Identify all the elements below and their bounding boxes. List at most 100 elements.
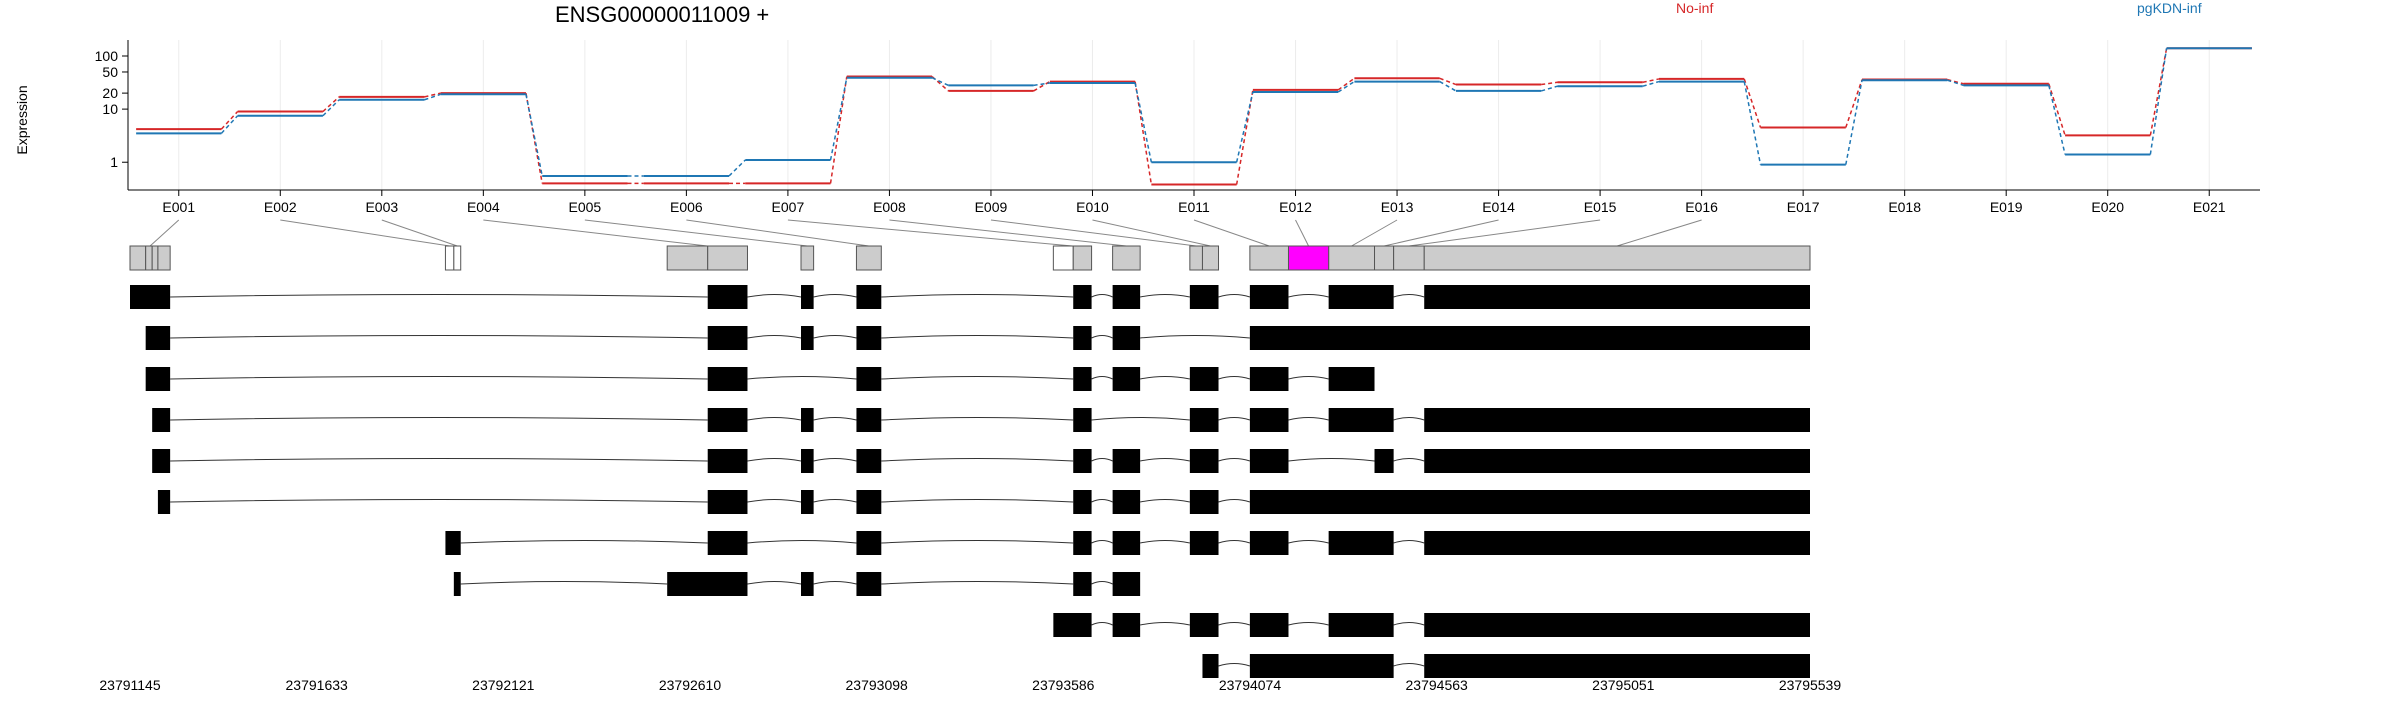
intron-line bbox=[1091, 540, 1113, 544]
exon-block bbox=[856, 490, 882, 514]
series-connector bbox=[1845, 80, 1863, 165]
intron-line bbox=[1393, 458, 1425, 462]
intron-line bbox=[1091, 417, 1190, 421]
genomic-coordinate-label: 23791145 bbox=[99, 677, 160, 693]
series-connector bbox=[1541, 85, 1558, 92]
exon-block bbox=[1328, 531, 1394, 555]
series-connector bbox=[424, 92, 441, 98]
transcript-row bbox=[1053, 613, 1810, 637]
x-tick-label: E019 bbox=[1990, 199, 2023, 215]
exon-block bbox=[1189, 490, 1219, 514]
intron-line bbox=[881, 540, 1074, 544]
y-tick-label: 1 bbox=[110, 154, 118, 170]
exon-block bbox=[453, 572, 461, 596]
transcript-row bbox=[152, 449, 1810, 473]
exon-block bbox=[856, 367, 882, 391]
exon-block bbox=[856, 531, 882, 555]
intron-line bbox=[460, 540, 708, 544]
intron-line bbox=[1218, 499, 1251, 503]
exon-block bbox=[1112, 490, 1141, 514]
exon-block bbox=[1249, 285, 1289, 309]
intron-line bbox=[1218, 417, 1251, 421]
exon-block bbox=[801, 408, 814, 432]
intron-line bbox=[1140, 540, 1190, 544]
exon-bin bbox=[145, 245, 153, 271]
x-tick-label: E003 bbox=[365, 199, 398, 215]
exon-block bbox=[856, 449, 882, 473]
series-connector bbox=[829, 77, 848, 161]
intron-line bbox=[881, 581, 1074, 585]
x-tick-label: E013 bbox=[1381, 199, 1414, 215]
x-tick-label: E002 bbox=[264, 199, 297, 215]
exon-block bbox=[801, 285, 814, 309]
legend-no-inf: No-inf bbox=[1676, 0, 1714, 16]
exon-block bbox=[1189, 449, 1219, 473]
exon-block bbox=[801, 572, 814, 596]
intron-line bbox=[1288, 540, 1329, 544]
exon-bin bbox=[800, 245, 815, 271]
exon-block bbox=[1189, 367, 1219, 391]
series-connector bbox=[220, 115, 239, 134]
genomic-coordinate-label: 23795051 bbox=[1592, 677, 1655, 693]
intron-line bbox=[1140, 335, 1250, 339]
exon-bin bbox=[1374, 245, 1395, 271]
intron-line bbox=[881, 458, 1074, 462]
exon-block bbox=[707, 408, 748, 432]
highlighted-exon-bin bbox=[1287, 245, 1330, 271]
exon-block bbox=[1112, 572, 1141, 596]
genomic-coordinate-label: 23791633 bbox=[286, 677, 349, 693]
exon-block bbox=[130, 285, 171, 309]
x-tick-label: E017 bbox=[1787, 199, 1820, 215]
intron-line bbox=[1393, 540, 1425, 544]
series-connector bbox=[1642, 78, 1660, 84]
intron-line bbox=[1091, 499, 1113, 503]
exon-bin bbox=[1328, 245, 1376, 271]
intron-line bbox=[1393, 622, 1425, 626]
intron-line bbox=[747, 376, 857, 380]
exon-block bbox=[157, 490, 171, 514]
x-tick-label: E004 bbox=[467, 199, 500, 215]
exon-block bbox=[1249, 367, 1289, 391]
exon-block bbox=[667, 572, 748, 596]
intron-line bbox=[747, 540, 857, 544]
intron-line bbox=[170, 376, 708, 380]
intron-line bbox=[1218, 540, 1251, 544]
exon-block bbox=[1112, 449, 1141, 473]
exon-block bbox=[1189, 285, 1219, 309]
intron-line bbox=[813, 458, 857, 462]
exon-block bbox=[1249, 531, 1289, 555]
exon-block bbox=[707, 367, 748, 391]
series-connector bbox=[1743, 81, 1762, 165]
intron-line bbox=[881, 417, 1074, 421]
series-connector bbox=[1642, 80, 1660, 87]
intron-line bbox=[1091, 458, 1113, 462]
bin-connector bbox=[584, 219, 808, 247]
exon-block bbox=[1073, 408, 1092, 432]
x-tick-label: E021 bbox=[2193, 199, 2226, 215]
genomic-coordinate-label: 23792121 bbox=[472, 677, 535, 693]
exon-block bbox=[707, 531, 748, 555]
genomic-coordinate-label: 23792610 bbox=[659, 677, 722, 693]
exon-block bbox=[1424, 531, 1810, 555]
intron-line bbox=[813, 294, 857, 298]
bin-connector bbox=[990, 219, 1197, 247]
intron-line bbox=[1288, 294, 1329, 298]
exon-block bbox=[707, 449, 748, 473]
intron-line bbox=[747, 458, 802, 462]
exon-block bbox=[1189, 613, 1219, 637]
intron-line bbox=[813, 581, 857, 585]
intron-line bbox=[881, 499, 1074, 503]
intron-line bbox=[170, 499, 708, 503]
series-connector bbox=[322, 96, 340, 113]
intron-line bbox=[747, 581, 802, 585]
exon-block bbox=[152, 449, 171, 473]
exon-block bbox=[1112, 285, 1141, 309]
series-connector bbox=[2149, 48, 2168, 155]
intron-line bbox=[1393, 294, 1425, 298]
exon-bin bbox=[1072, 245, 1093, 271]
transcript-row bbox=[152, 408, 1810, 432]
exon-block bbox=[707, 490, 748, 514]
intron-line bbox=[881, 335, 1074, 339]
